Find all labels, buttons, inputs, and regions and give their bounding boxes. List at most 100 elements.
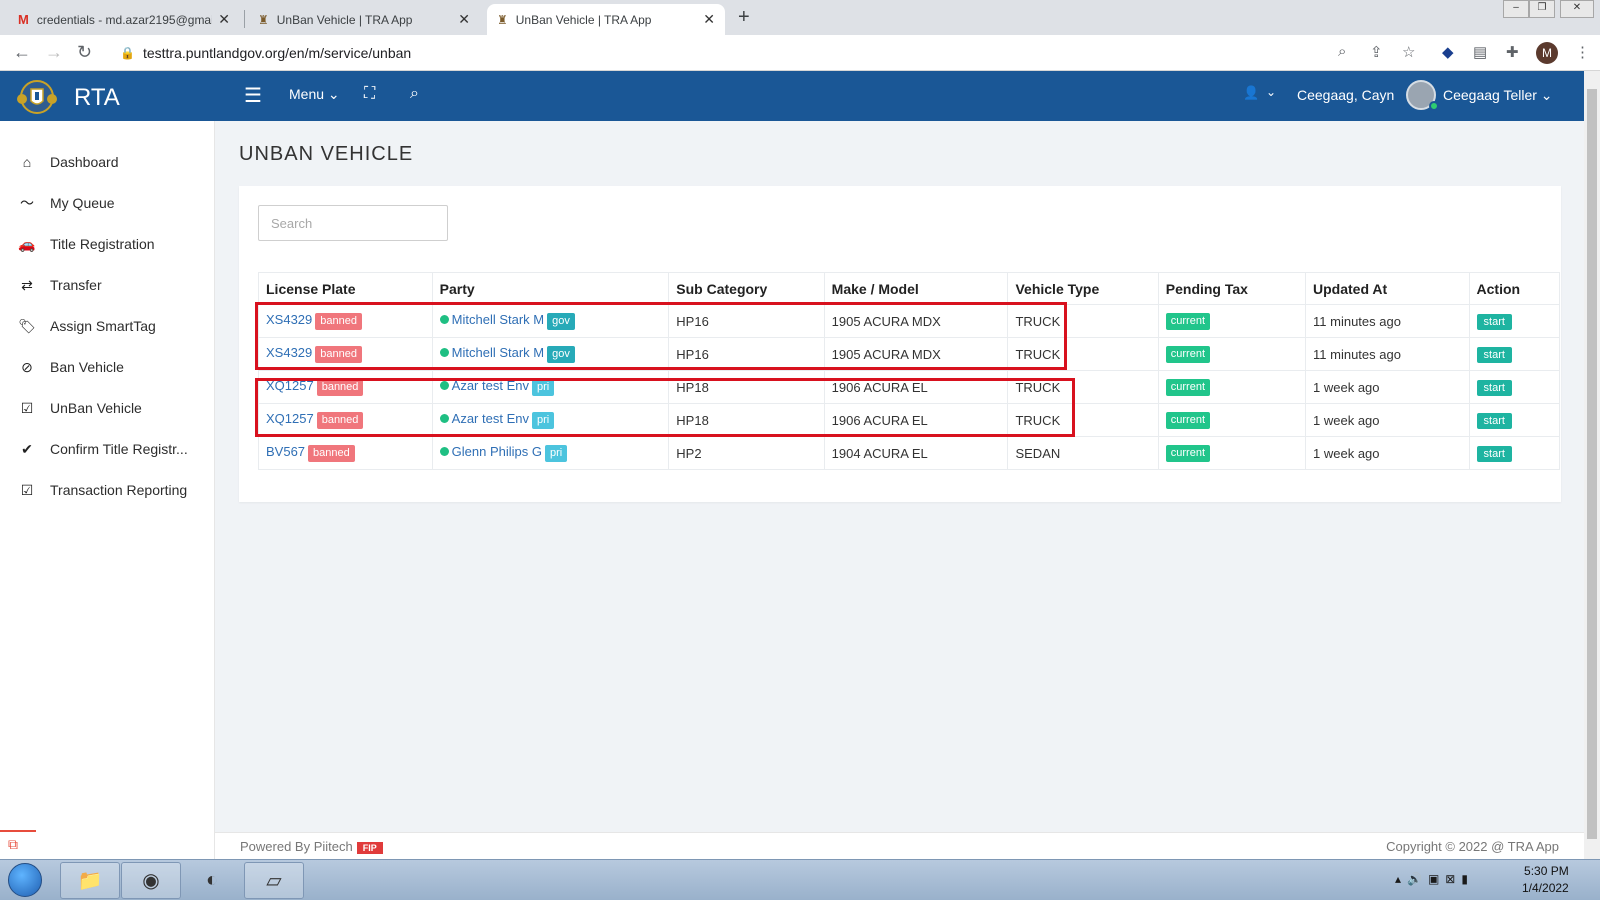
column-header[interactable]: Vehicle Type	[1007, 272, 1159, 305]
profile-avatar[interactable]: M	[1536, 42, 1558, 64]
reload-icon[interactable]: ↻	[77, 42, 93, 62]
sidebar-item-label: My Queue	[50, 195, 115, 211]
party-link[interactable]: Mitchell Stark M	[451, 312, 545, 327]
browser-tab-unban-1[interactable]: ♜ UnBan Vehicle | TRA App ✕	[248, 4, 480, 35]
start-button[interactable]: start	[1476, 346, 1512, 363]
start-button[interactable]: start	[1476, 412, 1512, 429]
user-icon[interactable]: 👤	[1243, 85, 1260, 100]
pending-tax-badge: current	[1165, 379, 1211, 396]
teller-dropdown[interactable]: Ceegaag Teller ⌄	[1443, 87, 1553, 103]
start-button[interactable]	[8, 863, 42, 897]
close-window-button[interactable]: ✕	[1560, 0, 1594, 18]
chrome-icon[interactable]: ◉	[121, 862, 181, 899]
system-tray[interactable]: ▴🔊▣⊠▮	[1395, 872, 1474, 886]
start-button[interactable]: start	[1476, 379, 1512, 396]
vehicle-table: License Plate Party Sub Category Make / …	[258, 272, 1561, 470]
license-plate-link[interactable]: XQ1257	[266, 411, 314, 426]
minimize-button[interactable]: –	[1503, 0, 1529, 18]
chevron-down-icon[interactable]: ⌄	[1266, 85, 1277, 99]
notepad-icon[interactable]: ▱	[244, 862, 304, 899]
bookmark-star-icon[interactable]: ☆	[1402, 44, 1416, 61]
pending-tax-badge: current	[1165, 346, 1211, 363]
browser-tab-bar: M credentials - md.azar2195@gmai ✕ ♜ UnB…	[0, 0, 1600, 35]
url-field[interactable]: 🔒 testtra.puntlandgov.org/en/m/service/u…	[112, 39, 1352, 67]
laravel-icon: ⧉	[0, 830, 36, 858]
menu-dropdown[interactable]: Menu ⌄	[289, 86, 340, 103]
more-icon[interactable]: ⋮	[1575, 44, 1590, 61]
sub-category-cell: HP2	[668, 436, 825, 470]
search-icon[interactable]: ⌕	[410, 85, 419, 102]
sidebar-item-transfer[interactable]: ⇄ Transfer	[0, 265, 215, 305]
column-header[interactable]: Make / Model	[823, 272, 1009, 305]
app-header: RTA ☰ Menu ⌄ ⛶ ⌕ 👤 ⌄ Ceegaag, Cayn Ceega…	[0, 71, 1584, 121]
back-icon[interactable]: ←	[13, 42, 31, 62]
restore-button[interactable]: ❐	[1529, 0, 1555, 18]
trend-line-icon: 〜	[20, 195, 34, 211]
close-icon[interactable]: ✕	[703, 11, 715, 27]
party-type-badge: pri	[531, 412, 555, 429]
start-button[interactable]: start	[1476, 445, 1512, 462]
column-header[interactable]: Sub Category	[668, 272, 825, 305]
column-header[interactable]: Pending Tax	[1157, 272, 1307, 305]
vertical-scrollbar[interactable]	[1584, 71, 1600, 859]
rta-logo-icon	[17, 80, 57, 114]
zoom-icon[interactable]: ⌕	[1338, 43, 1347, 60]
sidebar-item-dashboard[interactable]: ⌂ Dashboard	[0, 142, 215, 182]
sidebar-item-transaction-reporting[interactable]: ☑ Transaction Reporting	[0, 470, 215, 510]
party-link[interactable]: Azar test Env	[451, 378, 529, 393]
browser-tab-unban-active[interactable]: ♜ UnBan Vehicle | TRA App ✕	[487, 4, 725, 35]
brand-title: RTA	[74, 84, 120, 111]
sidebar-item-title-registration[interactable]: 🚗 Title Registration	[0, 224, 215, 264]
party-link[interactable]: Mitchell Stark M	[451, 345, 545, 360]
sidebar-item-confirm-title-registration[interactable]: ✔ Confirm Title Registr...	[0, 429, 215, 469]
sidebar-item-ban-vehicle[interactable]: ⊘ Ban Vehicle	[0, 347, 215, 387]
close-icon[interactable]: ✕	[218, 11, 230, 27]
column-header[interactable]: Updated At	[1305, 272, 1470, 305]
teller-label: Ceegaag Teller	[1443, 87, 1537, 103]
fip-logo: FIP	[356, 842, 383, 854]
start-button[interactable]: start	[1476, 313, 1512, 330]
column-header[interactable]: Party	[431, 272, 670, 305]
license-plate-link[interactable]: XS4329	[266, 312, 313, 327]
party-type-badge: gov	[547, 313, 575, 330]
license-plate-link[interactable]: XQ1257	[266, 378, 314, 393]
car-icon: 🚗	[18, 235, 36, 252]
sub-category-cell: HP16	[668, 337, 825, 371]
license-plate-link[interactable]: BV567	[266, 444, 306, 459]
check-square-icon: ☑	[20, 399, 34, 416]
party-link[interactable]: Glenn Philips G	[451, 444, 542, 459]
tab-separator	[244, 10, 245, 28]
sidebar-item-unban-vehicle[interactable]: ☑ UnBan Vehicle	[0, 388, 215, 428]
extension-shield-icon[interactable]: ◆	[1442, 44, 1454, 61]
scrollbar-thumb[interactable]	[1587, 89, 1597, 839]
new-tab-button[interactable]: +	[738, 6, 750, 28]
party-link[interactable]: Azar test Env	[451, 411, 529, 426]
clock[interactable]: 5:30 PM 1/4/2022	[1522, 863, 1569, 897]
forward-icon[interactable]: →	[45, 42, 63, 62]
license-plate-link[interactable]: XS4329	[266, 345, 313, 360]
clipboard-icon[interactable]: ▤	[1473, 44, 1488, 61]
column-header[interactable]: License Plate	[258, 272, 433, 305]
browser-tab-gmail[interactable]: M credentials - md.azar2195@gmai ✕	[8, 4, 240, 35]
share-icon[interactable]: ⇪	[1370, 44, 1383, 61]
puzzle-icon[interactable]: ✚	[1506, 44, 1519, 61]
sidebar-item-label: Assign SmartTag	[50, 318, 156, 334]
close-icon[interactable]: ✕	[458, 11, 470, 27]
party-status-dot	[439, 381, 449, 390]
file-explorer-icon[interactable]: 📁	[60, 862, 120, 899]
make-model-cell: 1906 ACURA EL	[823, 370, 1009, 404]
hamburger-icon[interactable]: ☰	[244, 85, 262, 107]
search-input[interactable]	[258, 205, 448, 241]
party-status-dot	[439, 348, 449, 357]
user-name[interactable]: Ceegaag, Cayn	[1297, 87, 1395, 103]
updated-at-cell: 1 week ago	[1305, 403, 1470, 437]
updated-at-cell: 11 minutes ago	[1305, 304, 1470, 338]
sidebar-item-assign-smarttag[interactable]: 🏷 Assign SmartTag	[0, 306, 215, 346]
sidebar-item-my-queue[interactable]: 〜 My Queue	[0, 183, 215, 223]
status-badge: banned	[316, 379, 364, 396]
powered-by-text: Powered By Piitech	[240, 839, 353, 854]
home-icon: ⌂	[22, 154, 32, 170]
edge-icon[interactable]: ◐	[205, 869, 219, 891]
fullscreen-icon[interactable]: ⛶	[364, 85, 376, 102]
